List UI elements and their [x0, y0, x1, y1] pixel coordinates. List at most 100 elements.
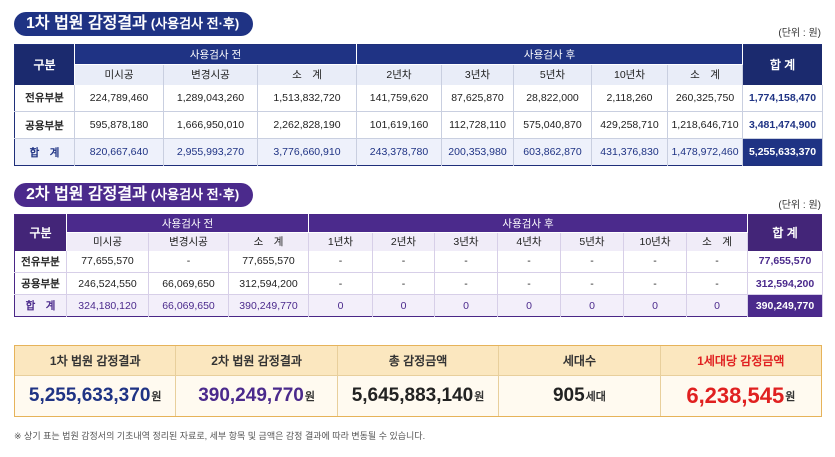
- table-row: 전유부분 224,789,460 1,289,043,260 1,513,832…: [14, 84, 824, 112]
- section2-subtitle: (사용검사 전·후): [150, 187, 240, 202]
- section2-col-header: 5년차: [560, 232, 624, 251]
- table-cell: 101,619,160: [356, 111, 442, 139]
- table-cell: 0: [434, 294, 498, 317]
- summary-per-household: 1세대당 감정금액 6,238,545 원: [660, 346, 822, 416]
- table-cell: -: [308, 272, 373, 295]
- table-cell: 595,878,180: [74, 111, 164, 139]
- table-cell: 28,822,000: [513, 84, 592, 112]
- table-cell: -: [497, 250, 561, 273]
- section1-header-after: 사용검사 후: [356, 44, 744, 65]
- summary-total-amount: 총 감정금액 5,645,883,140 원: [337, 346, 500, 416]
- table-cell: 0: [686, 294, 749, 317]
- table-cell: -: [623, 272, 687, 295]
- table-cell: 87,625,870: [441, 84, 514, 112]
- table-cell: 77,655,570: [66, 250, 149, 273]
- table-cell: 1,289,043,260: [163, 84, 258, 112]
- table-cell: 260,325,750: [667, 84, 744, 112]
- table-cell: -: [372, 272, 435, 295]
- summary-unit: 원: [474, 391, 485, 403]
- section1-col-header: 미시공: [74, 64, 164, 85]
- section1-col-header: 5년차: [513, 64, 592, 85]
- row-total: 77,655,570: [747, 250, 824, 273]
- summary-value: 905: [552, 385, 585, 406]
- section1-subheader-row: 미시공 변경시공 소 계 2년차 3년차 5년차 10년차 소 계: [15, 64, 823, 85]
- summary-value: 390,249,770: [198, 385, 304, 406]
- section2-subheader-row: 미시공 변경시공 소 계 1년차 2년차 3년차 4년차 5년차 10년차 소 …: [15, 232, 823, 251]
- table-cell: 312,594,200: [228, 272, 309, 295]
- table-cell: 0: [623, 294, 687, 317]
- section2-col-header: 소 계: [228, 232, 309, 251]
- table-cell: 603,862,870: [513, 138, 592, 166]
- table-cell: 2,118,260: [591, 84, 668, 112]
- table-cell: 820,667,640: [74, 138, 164, 166]
- table-cell: 0: [560, 294, 624, 317]
- section2-col-header: 미시공: [66, 232, 149, 251]
- summary-unit: 원: [304, 391, 315, 403]
- table-cell: -: [560, 250, 624, 273]
- row-label: 전유부분: [14, 250, 67, 273]
- section1-col-header: 소 계: [257, 64, 357, 85]
- section1-title: 1차 법원 감정결과: [26, 15, 147, 32]
- row-label: 합 계: [14, 294, 67, 317]
- table-cell: 431,376,830: [591, 138, 668, 166]
- table-cell: 1,513,832,720: [257, 84, 357, 112]
- table-cell: -: [148, 250, 229, 273]
- section1-header-before: 사용검사 전: [74, 44, 357, 65]
- row-label: 합 계: [14, 138, 75, 166]
- table-cell: -: [308, 250, 373, 273]
- table-sum-row: 합 계 324,180,120 66,069,650 390,249,770 0…: [14, 294, 824, 317]
- section2-header-after: 사용검사 후: [308, 214, 749, 233]
- table-cell: 0: [308, 294, 373, 317]
- section2-header-total: 합 계: [747, 214, 824, 251]
- section1-col-header: 변경시공: [163, 64, 258, 85]
- table-cell: 246,524,550: [66, 272, 149, 295]
- table-cell: 1,478,972,460: [667, 138, 744, 166]
- table-cell: 1,218,646,710: [667, 111, 744, 139]
- table-cell: 429,258,710: [591, 111, 668, 139]
- footnote: ※ 상기 표는 법원 감정서의 기초내역 정리된 자료로, 세부 항목 및 금액…: [14, 431, 426, 441]
- row-total: 3,481,474,900: [742, 111, 824, 139]
- table-cell: 200,353,980: [441, 138, 514, 166]
- section1-col-header: 3년차: [441, 64, 514, 85]
- summary-second-result: 2차 법원 감정결과 390,249,770 원: [176, 346, 338, 416]
- grand-total: 390,249,770: [747, 294, 824, 317]
- section2-col-header: 10년차: [623, 232, 687, 251]
- summary-label: 1세대당 감정금액: [660, 346, 822, 376]
- row-total: 1,774,158,470: [742, 84, 824, 112]
- summary-label: 2차 법원 감정결과: [176, 346, 337, 376]
- section1-subtitle: (사용검사 전·후): [150, 16, 240, 31]
- section1-unit: (단위 : 원): [778, 28, 821, 39]
- table-cell: -: [623, 250, 687, 273]
- summary-unit: 세대: [585, 391, 606, 403]
- table-cell: 2,262,828,190: [257, 111, 357, 139]
- table-cell: 66,069,650: [148, 294, 229, 317]
- section1-header-total: 합 계: [742, 44, 824, 85]
- row-total: 312,594,200: [747, 272, 824, 295]
- table-cell: 112,728,110: [441, 111, 514, 139]
- section2-table: 구분 사용검사 전 사용검사 후 합 계 미시공 변경시공 소 계 1년차 2년…: [14, 214, 824, 317]
- table-cell: 1,666,950,010: [163, 111, 258, 139]
- summary-first-result: 1차 법원 감정결과 5,255,633,370 원: [15, 346, 177, 416]
- section2-title: 2차 법원 감정결과: [26, 186, 147, 203]
- table-cell: -: [686, 250, 749, 273]
- table-cell: 0: [372, 294, 435, 317]
- grand-total: 5,255,633,370: [742, 138, 824, 166]
- table-cell: 224,789,460: [74, 84, 164, 112]
- section2-col-header: 1년차: [308, 232, 373, 251]
- table-row: 전유부분 77,655,570 - 77,655,570 - - - - - -…: [14, 250, 824, 273]
- table-sum-row: 합 계 820,667,640 2,955,993,270 3,776,660,…: [14, 138, 824, 166]
- table-cell: 575,040,870: [513, 111, 592, 139]
- section2-col-header: 4년차: [497, 232, 561, 251]
- summary-value: 5,255,633,370: [28, 385, 151, 406]
- table-cell: 141,759,620: [356, 84, 442, 112]
- section1-col-header: 소 계: [667, 64, 744, 85]
- row-label: 전유부분: [14, 84, 75, 112]
- table-cell: -: [560, 272, 624, 295]
- section1-header-category: 구분: [14, 44, 75, 85]
- section2-col-header: 2년차: [372, 232, 435, 251]
- section1-col-header: 10년차: [591, 64, 668, 85]
- section2-header-before: 사용검사 전: [66, 214, 309, 233]
- table-cell: 324,180,120: [66, 294, 149, 317]
- summary-unit: 원: [151, 391, 162, 403]
- row-label: 공용부분: [14, 111, 75, 139]
